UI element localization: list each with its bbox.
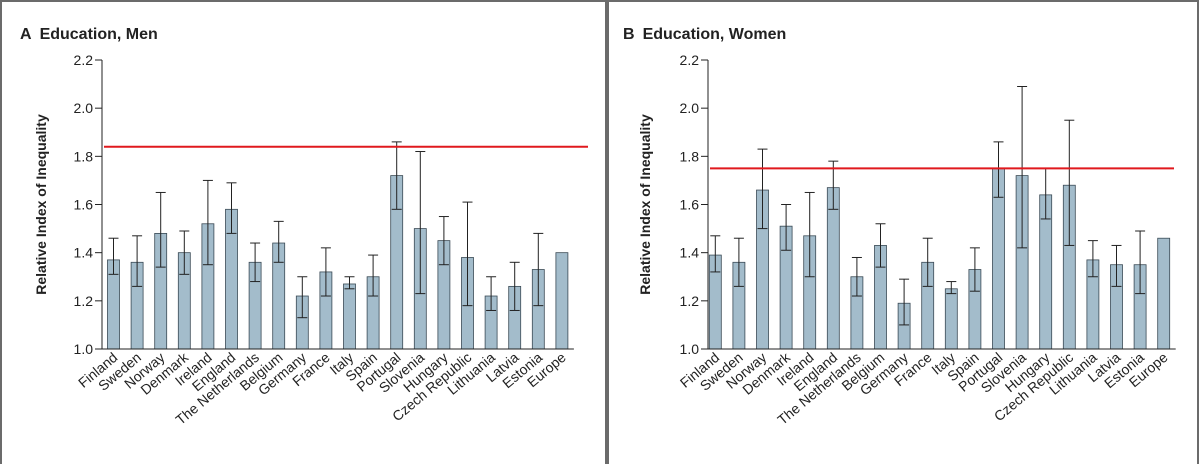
y-tick-label: 1.2 bbox=[74, 293, 94, 309]
panel-title-text: Education, Men bbox=[40, 26, 158, 43]
y-axis-title: Relative Index of Inequality bbox=[637, 114, 653, 295]
y-tick-label: 1.8 bbox=[680, 148, 700, 164]
frame-right bbox=[1197, 0, 1199, 464]
frame-divider bbox=[605, 0, 609, 464]
y-tick-label: 1.6 bbox=[74, 197, 94, 213]
bar-europe bbox=[555, 252, 569, 350]
y-tick-label: 1.6 bbox=[680, 197, 700, 213]
y-tick-label: 1.2 bbox=[680, 293, 700, 309]
bar-italy bbox=[944, 288, 958, 350]
y-tick-label: 1.0 bbox=[74, 341, 94, 357]
y-tick-label: 1.4 bbox=[680, 245, 700, 261]
y-tick-label: 2.2 bbox=[74, 52, 94, 68]
y-axis-title: Relative Index of Inequality bbox=[33, 114, 49, 295]
bar-italy bbox=[343, 283, 356, 350]
y-tick-label: 1.4 bbox=[74, 245, 94, 261]
panel-title: A Education, Men bbox=[20, 26, 158, 43]
y-tick-label: 1.0 bbox=[680, 341, 700, 357]
y-tick-label: 1.8 bbox=[74, 148, 94, 164]
panel-letter: A bbox=[20, 26, 32, 43]
panel-title: B Education, Women bbox=[623, 26, 786, 43]
panel-men: A Education, Men Relative Index of Inequal… bbox=[20, 26, 588, 428]
y-tick-label: 2.0 bbox=[680, 100, 700, 116]
panel-women: B Education, Women Relative Index of Inequ… bbox=[623, 26, 1176, 428]
frame-top bbox=[0, 0, 1199, 2]
bar-england bbox=[826, 187, 840, 350]
y-tick-label: 2.0 bbox=[74, 100, 94, 116]
panel-title-text: Education, Women bbox=[643, 26, 787, 43]
y-tick-label: 2.2 bbox=[680, 52, 700, 68]
bar-europe bbox=[1157, 237, 1171, 350]
panel-letter: B bbox=[623, 26, 635, 43]
frame-left bbox=[0, 0, 2, 464]
